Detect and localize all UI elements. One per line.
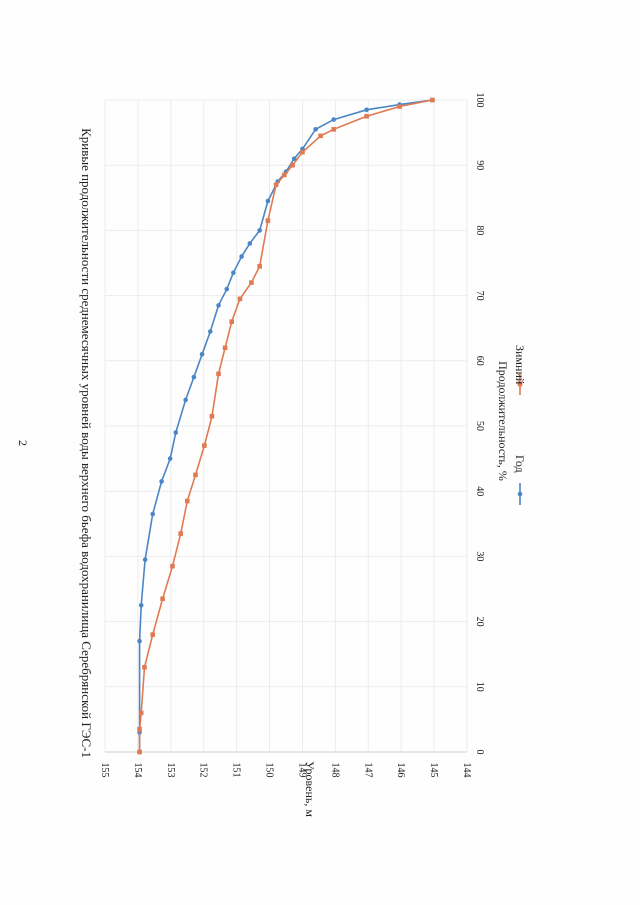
data-point-god <box>239 254 244 259</box>
data-point-zimniy <box>216 371 221 377</box>
data-point-god <box>173 430 179 435</box>
data-point-zimniy <box>193 472 198 478</box>
data-point-god <box>231 270 236 276</box>
data-point-zimniy <box>249 280 254 285</box>
data-point-zimniy <box>290 162 295 168</box>
legend-marker <box>517 381 523 387</box>
legend-label: Год <box>513 455 527 473</box>
data-point-god <box>331 117 337 122</box>
data-point-god <box>216 303 221 308</box>
data-point-god <box>142 557 148 562</box>
data-point-god <box>159 479 164 484</box>
level-tick-label: 154 <box>132 763 143 778</box>
data-point-zimniy <box>265 218 271 223</box>
level-tick-label: 144 <box>461 763 472 778</box>
data-point-god <box>137 638 142 644</box>
percent-tick-label: 30 <box>474 551 485 561</box>
data-point-god <box>257 228 262 233</box>
data-point-zimniy <box>430 97 435 103</box>
data-point-zimniy <box>178 531 183 536</box>
level-tick-label: 155 <box>99 763 110 778</box>
level-tick-label: 149 <box>296 763 307 778</box>
data-point-god <box>150 511 156 517</box>
data-point-zimniy <box>229 319 234 324</box>
data-point-god <box>265 198 271 204</box>
chart-title: Кривые продолжительности среднемесячных … <box>79 128 94 758</box>
legend-marker <box>517 491 523 497</box>
percent-tick-label: 90 <box>474 160 485 170</box>
data-point-zimniy <box>222 345 228 351</box>
level-tick-label: 153 <box>165 763 176 778</box>
data-point-zimniy <box>318 133 323 139</box>
data-point-zimniy <box>150 632 156 637</box>
data-point-god <box>138 603 144 608</box>
series <box>137 97 435 755</box>
data-point-zimniy <box>257 263 262 269</box>
series-line-1 <box>138 99 433 752</box>
data-point-god <box>183 397 188 403</box>
percent-tick-label: 20 <box>474 617 485 627</box>
percent-tick-label: 70 <box>474 291 485 301</box>
data-point-zimniy <box>142 664 147 670</box>
percent-tick-label: 60 <box>474 356 485 366</box>
data-point-zimniy <box>209 413 215 419</box>
level-tick-label: 151 <box>231 763 242 778</box>
data-point-zimniy <box>137 726 142 732</box>
level-tick-label: 150 <box>264 763 275 778</box>
percent-tick-label: 10 <box>474 682 485 692</box>
data-point-god <box>191 374 197 380</box>
level-tick-label: 148 <box>329 763 340 778</box>
axes: 155 154 153 152 151 150 149 148 147 146 145 144 0 10 2… <box>99 93 485 778</box>
legend: Год Зимний <box>513 345 527 505</box>
data-point-zimniy <box>170 563 175 569</box>
percent-tick-label: 0 <box>474 750 485 755</box>
grid <box>104 99 468 753</box>
level-tick-label: 145 <box>428 763 439 778</box>
data-point-zimniy <box>282 172 287 178</box>
data-point-god <box>167 456 173 461</box>
percent-tick-label: 40 <box>474 486 485 496</box>
y-axis-title: Уровень, м <box>303 761 317 817</box>
level-tick-label: 152 <box>198 763 209 778</box>
level-tick-label: 146 <box>395 763 406 778</box>
data-point-god <box>247 241 253 246</box>
data-point-god <box>291 156 297 161</box>
percent-tick-label: 50 <box>474 421 485 431</box>
data-point-god <box>208 329 213 334</box>
data-point-zimniy <box>364 114 369 119</box>
data-point-zimniy <box>237 296 243 302</box>
data-point-zimniy <box>138 710 144 716</box>
data-point-god <box>313 127 318 132</box>
level-tick-label: 147 <box>362 763 373 778</box>
percent-tick-label: 80 <box>474 225 485 235</box>
data-point-zimniy <box>300 149 305 155</box>
data-point-zimniy <box>137 749 142 755</box>
data-point-zimniy <box>160 596 165 602</box>
data-point-god <box>224 286 230 292</box>
x-axis-title: Продолжительность, % <box>496 361 510 481</box>
data-point-zimniy <box>331 127 337 132</box>
data-point-god <box>199 351 205 357</box>
data-point-zimniy <box>397 104 402 109</box>
data-point-zimniy <box>202 443 207 448</box>
percent-tick-label: 100 <box>474 93 485 108</box>
data-point-zimniy <box>184 498 190 504</box>
data-point-zimniy <box>273 182 279 188</box>
data-point-god <box>364 107 369 113</box>
legend-label: Зимний <box>513 345 527 385</box>
